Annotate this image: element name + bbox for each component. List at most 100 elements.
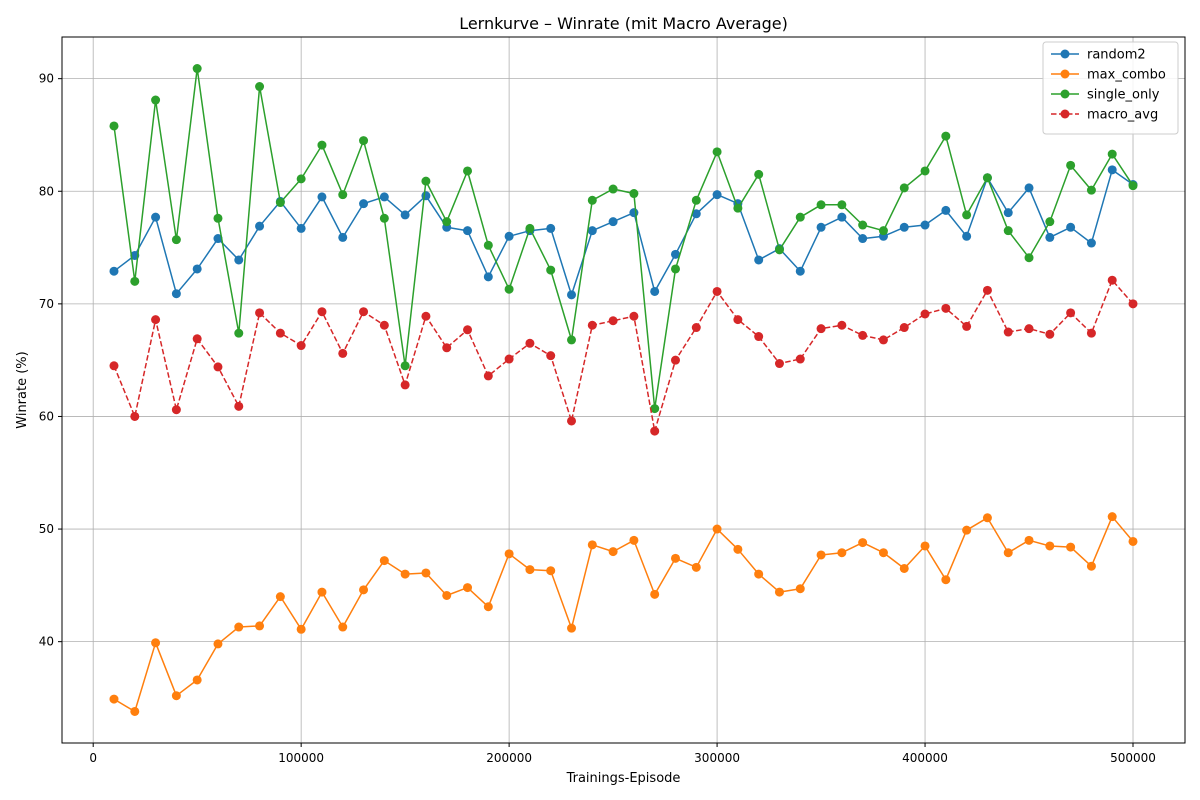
data-point-max_combo — [816, 550, 826, 560]
data-point-max_combo — [858, 538, 868, 548]
data-point-random2 — [463, 226, 473, 236]
data-point-max_combo — [754, 569, 764, 579]
data-point-macro_avg — [442, 343, 452, 353]
data-point-single_only — [691, 195, 701, 205]
data-point-random2 — [151, 212, 161, 222]
data-point-single_only — [151, 95, 161, 105]
legend-label-single_only: single_only — [1087, 88, 1160, 103]
data-point-macro_avg — [109, 361, 119, 371]
data-point-random2 — [317, 192, 327, 202]
data-point-single_only — [650, 404, 660, 414]
y-tick-label: 90 — [39, 72, 54, 86]
legend-label-macro_avg: macro_avg — [1087, 108, 1158, 123]
data-point-single_only — [1045, 217, 1055, 227]
data-point-max_combo — [130, 706, 140, 716]
data-point-single_only — [982, 173, 992, 183]
data-point-single_only — [587, 195, 597, 205]
y-tick-label: 70 — [39, 297, 54, 311]
data-point-random2 — [359, 199, 369, 209]
data-point-random2 — [754, 255, 764, 265]
data-point-single_only — [317, 140, 327, 150]
data-point-random2 — [629, 208, 639, 218]
data-point-random2 — [941, 205, 951, 215]
data-point-random2 — [1066, 222, 1076, 232]
data-point-single_only — [338, 190, 348, 200]
data-point-macro_avg — [463, 325, 473, 335]
data-point-macro_avg — [982, 285, 992, 295]
data-point-single_only — [483, 240, 493, 250]
data-point-random2 — [608, 217, 618, 227]
data-point-max_combo — [608, 547, 618, 557]
x-axis-label: Trainings-Episode — [566, 771, 681, 786]
data-point-random2 — [567, 290, 577, 300]
data-point-max_combo — [712, 524, 722, 534]
data-point-max_combo — [670, 553, 680, 563]
data-point-macro_avg — [962, 321, 972, 331]
data-point-single_only — [379, 213, 389, 223]
data-point-max_combo — [1024, 535, 1034, 545]
data-point-single_only — [712, 147, 722, 157]
data-point-max_combo — [899, 563, 909, 573]
data-point-single_only — [962, 210, 972, 220]
data-point-macro_avg — [650, 426, 660, 436]
y-tick-label: 60 — [39, 409, 54, 423]
data-point-max_combo — [151, 638, 161, 648]
x-tick-label: 300000 — [694, 751, 740, 765]
data-point-random2 — [587, 226, 597, 236]
data-point-max_combo — [1066, 542, 1076, 552]
data-point-macro_avg — [878, 335, 888, 345]
data-point-max_combo — [878, 548, 888, 558]
data-point-macro_avg — [899, 323, 909, 333]
data-point-macro_avg — [379, 320, 389, 330]
data-point-single_only — [920, 166, 930, 176]
data-point-max_combo — [171, 691, 181, 701]
data-point-macro_avg — [400, 380, 410, 390]
y-tick-label: 40 — [39, 635, 54, 649]
data-point-macro_avg — [171, 405, 181, 415]
data-point-random2 — [1045, 232, 1055, 242]
data-point-single_only — [629, 189, 639, 199]
data-point-max_combo — [213, 639, 223, 649]
data-point-max_combo — [1045, 541, 1055, 551]
data-point-macro_avg — [1024, 324, 1034, 334]
data-point-max_combo — [774, 587, 784, 597]
y-tick-label: 80 — [39, 184, 54, 198]
data-point-single_only — [463, 166, 473, 176]
data-point-max_combo — [1107, 512, 1117, 522]
data-point-macro_avg — [670, 355, 680, 365]
data-point-max_combo — [587, 540, 597, 550]
data-point-macro_avg — [483, 371, 493, 381]
data-point-single_only — [1107, 149, 1117, 159]
data-point-macro_avg — [234, 401, 244, 411]
data-point-max_combo — [1086, 561, 1096, 571]
data-point-random2 — [400, 210, 410, 220]
data-point-macro_avg — [296, 341, 306, 351]
series-layer — [109, 64, 1138, 716]
data-point-macro_avg — [151, 315, 161, 325]
data-point-macro_avg — [837, 320, 847, 330]
x-tick-label: 100000 — [278, 751, 324, 765]
data-point-single_only — [525, 223, 535, 233]
data-point-single_only — [400, 361, 410, 371]
data-point-random2 — [962, 231, 972, 241]
data-point-random2 — [192, 264, 202, 274]
data-point-max_combo — [567, 623, 577, 633]
data-point-macro_avg — [754, 332, 764, 342]
data-point-random2 — [171, 289, 181, 299]
data-point-macro_avg — [567, 416, 577, 426]
data-point-macro_avg — [920, 309, 930, 319]
data-point-single_only — [878, 226, 888, 236]
data-point-macro_avg — [546, 351, 556, 361]
data-point-max_combo — [109, 694, 119, 704]
x-tick-label: 0 — [89, 751, 97, 765]
data-point-macro_avg — [795, 354, 805, 364]
series-max_combo — [109, 512, 1138, 716]
data-point-macro_avg — [1045, 329, 1055, 339]
data-point-max_combo — [359, 585, 369, 595]
data-point-single_only — [171, 235, 181, 245]
chart-title: Lernkurve – Winrate (mit Macro Average) — [459, 14, 788, 33]
data-point-random2 — [650, 286, 660, 296]
data-point-max_combo — [338, 622, 348, 632]
data-point-random2 — [920, 220, 930, 230]
